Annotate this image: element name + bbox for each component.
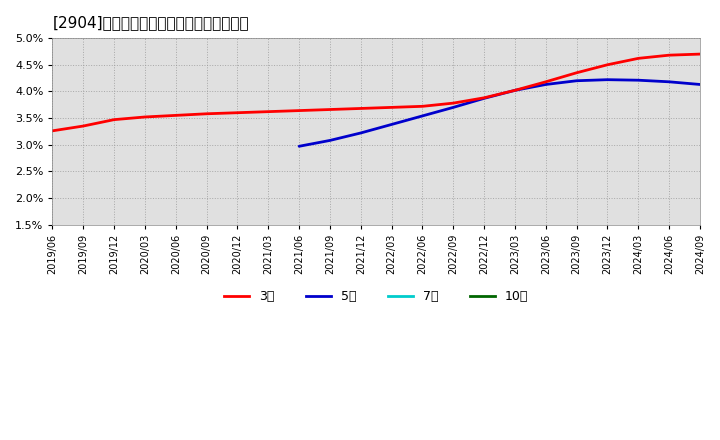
Legend: 3年, 5年, 7年, 10年: 3年, 5年, 7年, 10年 (220, 285, 533, 308)
Text: [2904]　経常利益マージンの平均値の推移: [2904] 経常利益マージンの平均値の推移 (53, 15, 249, 30)
